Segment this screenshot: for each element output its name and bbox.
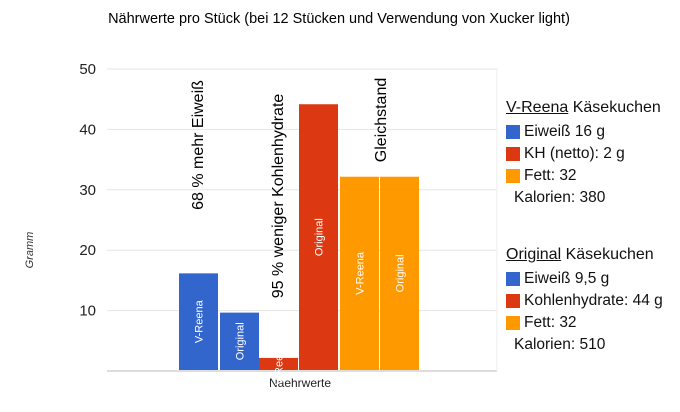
legend-swatch: [506, 147, 520, 161]
legend-original-suffix: Käsekuchen: [565, 246, 654, 263]
legend-v-reena: V-Reena Käsekuchen Eiweiß 16 g KH (netto…: [506, 97, 661, 209]
legend-v-reena-name: V-Reena: [506, 99, 569, 116]
legend-item: Eiweiß 16 g: [506, 121, 661, 143]
bar: [220, 312, 259, 370]
bar-label: V-Reena: [194, 299, 206, 343]
bar: [340, 176, 379, 370]
legend-original-title: Original Käsekuchen: [506, 244, 663, 266]
y-tick-label: 20: [79, 242, 96, 259]
legend-item: Kohlenhydrate: 44 g: [506, 290, 663, 312]
bar-label: V-Reena: [355, 251, 367, 295]
legend-item-label: KH (netto): 2 g: [524, 145, 625, 162]
legend-swatch: [506, 294, 520, 308]
y-axis-label: Gramm: [24, 232, 36, 269]
legend-swatch: [506, 169, 520, 183]
y-axis-ticks: 10 20 30 40 50: [79, 61, 96, 320]
legend-item: Eiweiß 9,5 g: [506, 268, 663, 290]
legend-item: Fett: 32: [506, 312, 663, 334]
bar-label: Original: [314, 218, 326, 256]
legend-item: Fett: 32: [506, 165, 661, 187]
legend-item-label: Fett: 32: [524, 314, 577, 331]
annotation-protein: 68 % mehr Eiweiß: [190, 80, 207, 210]
legend-calories: Kalorien: 380: [514, 189, 606, 206]
bar-label: Original: [395, 254, 407, 292]
legend-item-label: Eiweiß 16 g: [524, 123, 605, 140]
annotation-carbs: 95 % weniger Kohlenhydrate: [270, 94, 287, 299]
bar: [380, 176, 419, 370]
bar: [179, 273, 218, 370]
legend-item-label: Kohlenhydrate: 44 g: [524, 292, 663, 309]
y-tick-label: 40: [79, 121, 96, 138]
bar-label: V-Reena: [274, 342, 286, 386]
legend-swatch: [506, 272, 520, 286]
y-tick-label: 30: [79, 182, 96, 199]
legend-item: KH (netto): 2 g: [506, 143, 661, 165]
legend-original-name: Original: [506, 246, 562, 263]
legend-item-label: Fett: 32: [524, 167, 577, 184]
legend-swatch: [506, 316, 520, 330]
annotation-fat: Gleichstand: [373, 78, 390, 163]
y-tick-label: 10: [79, 303, 96, 320]
legend-calories: Kalorien: 510: [514, 336, 606, 353]
y-tick-label: 50: [79, 61, 96, 78]
bar: [259, 357, 298, 370]
legend-original: Original Käsekuchen Eiweiß 9,5 g Kohlenh…: [506, 244, 663, 356]
legend-item-label: Eiweiß 9,5 g: [524, 270, 610, 287]
bar: [299, 104, 338, 371]
x-axis-label: Naehrwerte: [269, 376, 331, 390]
bar-label: Original: [235, 322, 247, 360]
bars: V-Reena Original V-Reena Original V-Reena Ori…: [179, 104, 419, 385]
legend-swatch: [506, 125, 520, 139]
legend-v-reena-title: V-Reena Käsekuchen: [506, 97, 661, 119]
chart-title: Nährwerte pro Stück (bei 12 Stücken und …: [108, 11, 570, 27]
legend-v-reena-suffix: Käsekuchen: [572, 99, 661, 116]
